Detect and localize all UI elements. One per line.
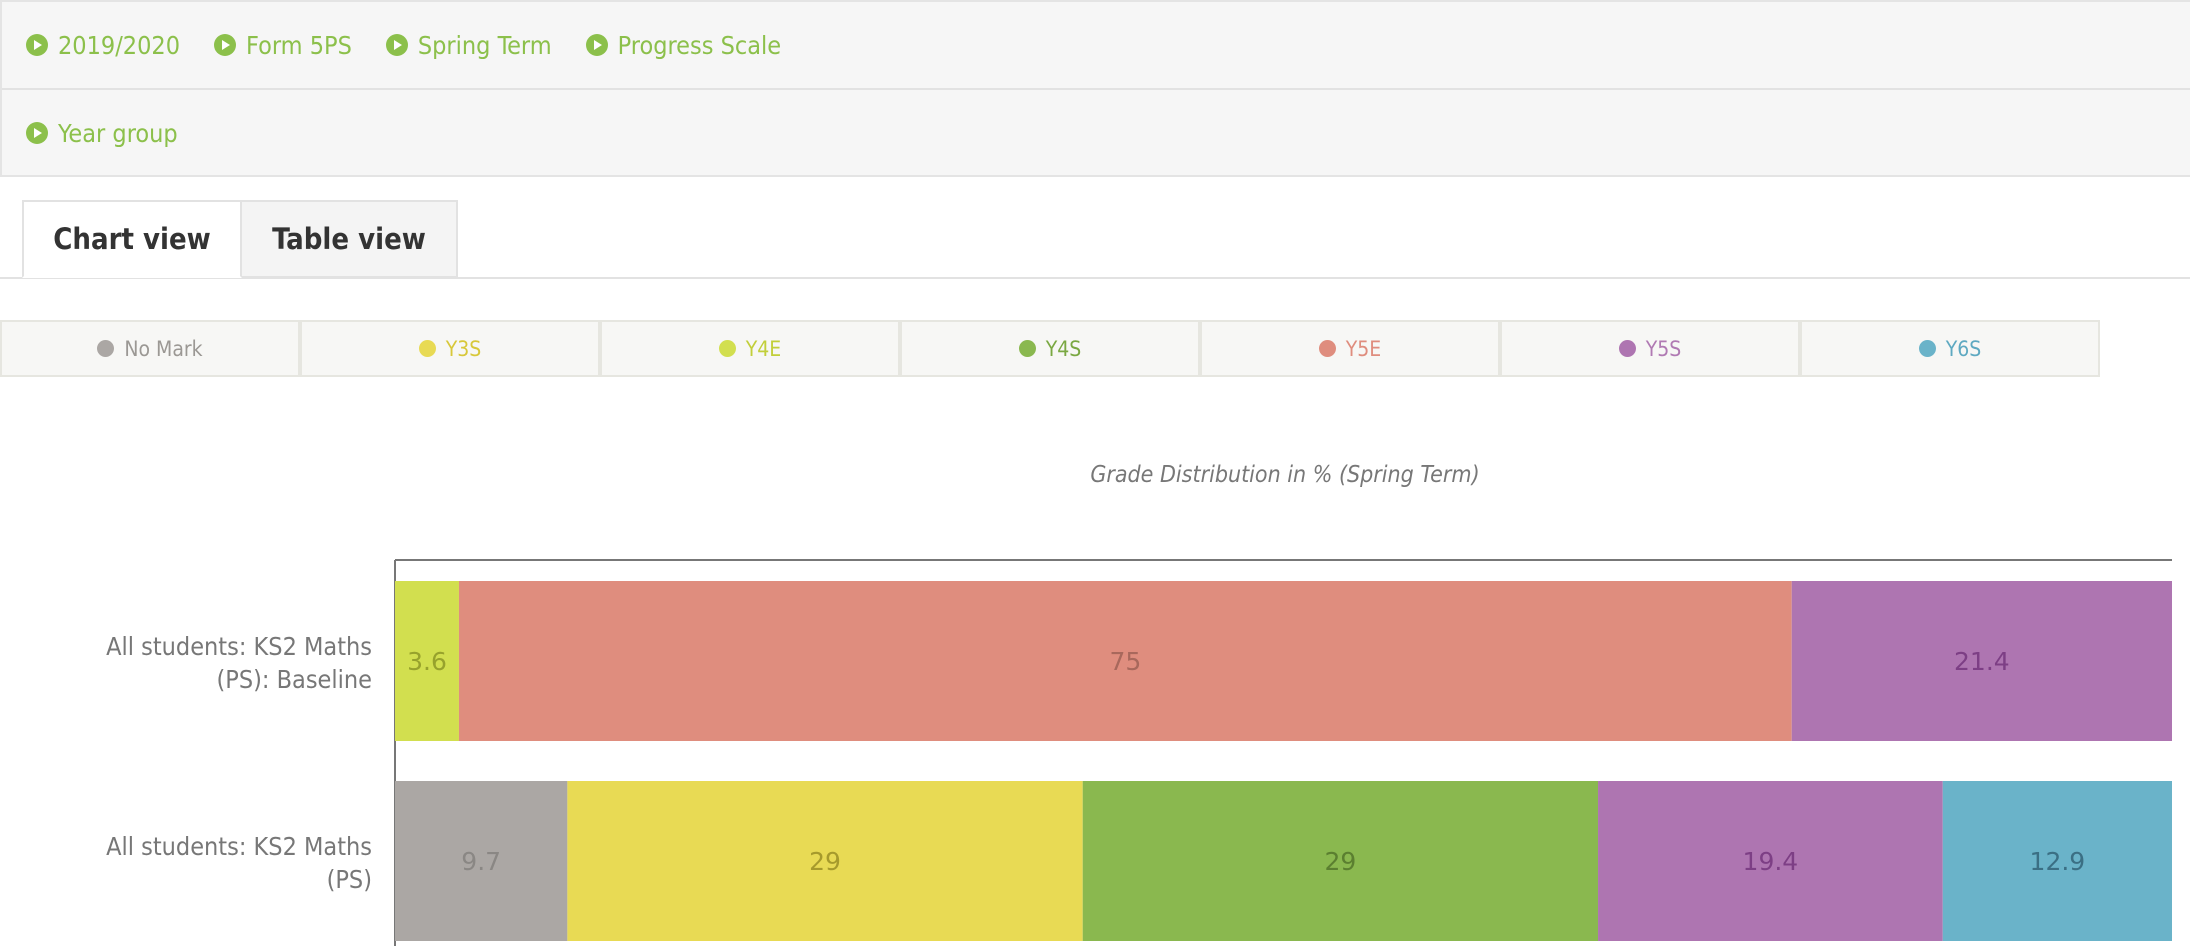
filter-label: Spring Term [417,30,552,60]
filter-label: 2019/2020 [58,30,181,60]
y-axis-label-line: All students: KS2 Maths [106,832,372,861]
bar-segment [1791,581,2172,741]
filter-item[interactable]: Progress Scale [585,30,782,60]
play-circle-icon [26,122,48,144]
legend-label: Y4S [1045,336,1082,361]
chart-title: Grade Distribution in % (Spring Term) [1090,462,1480,488]
data-label: 9.7 [461,847,501,876]
bar-segment [395,781,568,941]
legend-item[interactable]: Y3S [300,320,600,377]
legend-item[interactable]: Y5E [1200,320,1500,377]
filter-row: Year group [2,88,2190,176]
data-label: 3.6 [407,647,447,676]
legend-dot-icon [1018,340,1036,357]
data-label: 19.4 [1743,847,1799,876]
filter-label: Progress Scale [617,30,782,60]
legend-dot-icon [718,340,736,357]
data-label: 75 [1109,647,1141,676]
y-axis-label-line: (PS): Baseline [216,665,373,694]
filter-label: Year group [58,118,178,148]
legend-item[interactable]: Y6S [1800,320,2100,377]
filter-item[interactable]: Spring Term [385,30,552,60]
legend-dot-icon [1918,340,1936,357]
y-axis-label: All students: KS2 Maths (PS) [0,830,372,896]
legend-label: Y5S [1645,336,1682,361]
bar-segment [567,781,1083,941]
data-label: 21.4 [1954,647,2010,676]
data-label: 12.9 [2030,847,2086,876]
legend-item[interactable]: Y4E [600,320,900,377]
filter-row: 2019/2020 Form 5PS Spring Term Progress Sca… [2,2,2190,88]
legend-item[interactable]: Y5S [1500,320,1800,377]
chart-legend: No Mark Y3S Y4E Y4S Y5E Y5S Y6S [0,320,2100,377]
play-circle-icon [26,34,48,56]
legend-item[interactable]: No Mark [0,320,300,377]
filter-label: Form 5PS [246,30,352,60]
data-label: 29 [809,847,841,876]
play-circle-icon [214,34,237,56]
data-label: 29 [1324,847,1356,876]
tab-chart-view[interactable]: Chart view [22,200,242,278]
legend-label: Y4E [745,336,782,361]
bar-segment [395,581,459,741]
bar-segment [1598,781,1943,941]
legend-item[interactable]: Y4S [900,320,1200,377]
bar-segment [1942,781,2172,941]
legend-label: Y3S [445,336,482,361]
legend-dot-icon [1318,340,1336,357]
filter-item[interactable]: 2019/2020 [26,31,180,60]
y-axis-label-line: All students: KS2 Maths [106,632,372,661]
tab-divider [0,277,2190,279]
tab-table-view[interactable]: Table view [240,200,458,278]
play-circle-icon [585,34,608,56]
filter-item[interactable]: Form 5PS [214,31,352,60]
filter-item[interactable]: Year group [26,119,178,148]
play-circle-icon [385,34,408,56]
legend-label: Y6S [1945,336,1982,361]
bar-segment [458,581,1792,741]
y-axis-label-line: (PS) [326,865,372,894]
legend-dot-icon [97,340,115,357]
legend-label: No Mark [124,336,203,361]
y-axis-label: All students: KS2 Maths (PS): Baseline [0,630,372,696]
filter-bar: 2019/2020 Form 5PS Spring Term Progress Sca… [0,0,2190,177]
legend-dot-icon [418,340,436,357]
bar-segment [1082,781,1599,941]
legend-label: Y5E [1345,336,1382,361]
legend-dot-icon [1618,340,1636,357]
